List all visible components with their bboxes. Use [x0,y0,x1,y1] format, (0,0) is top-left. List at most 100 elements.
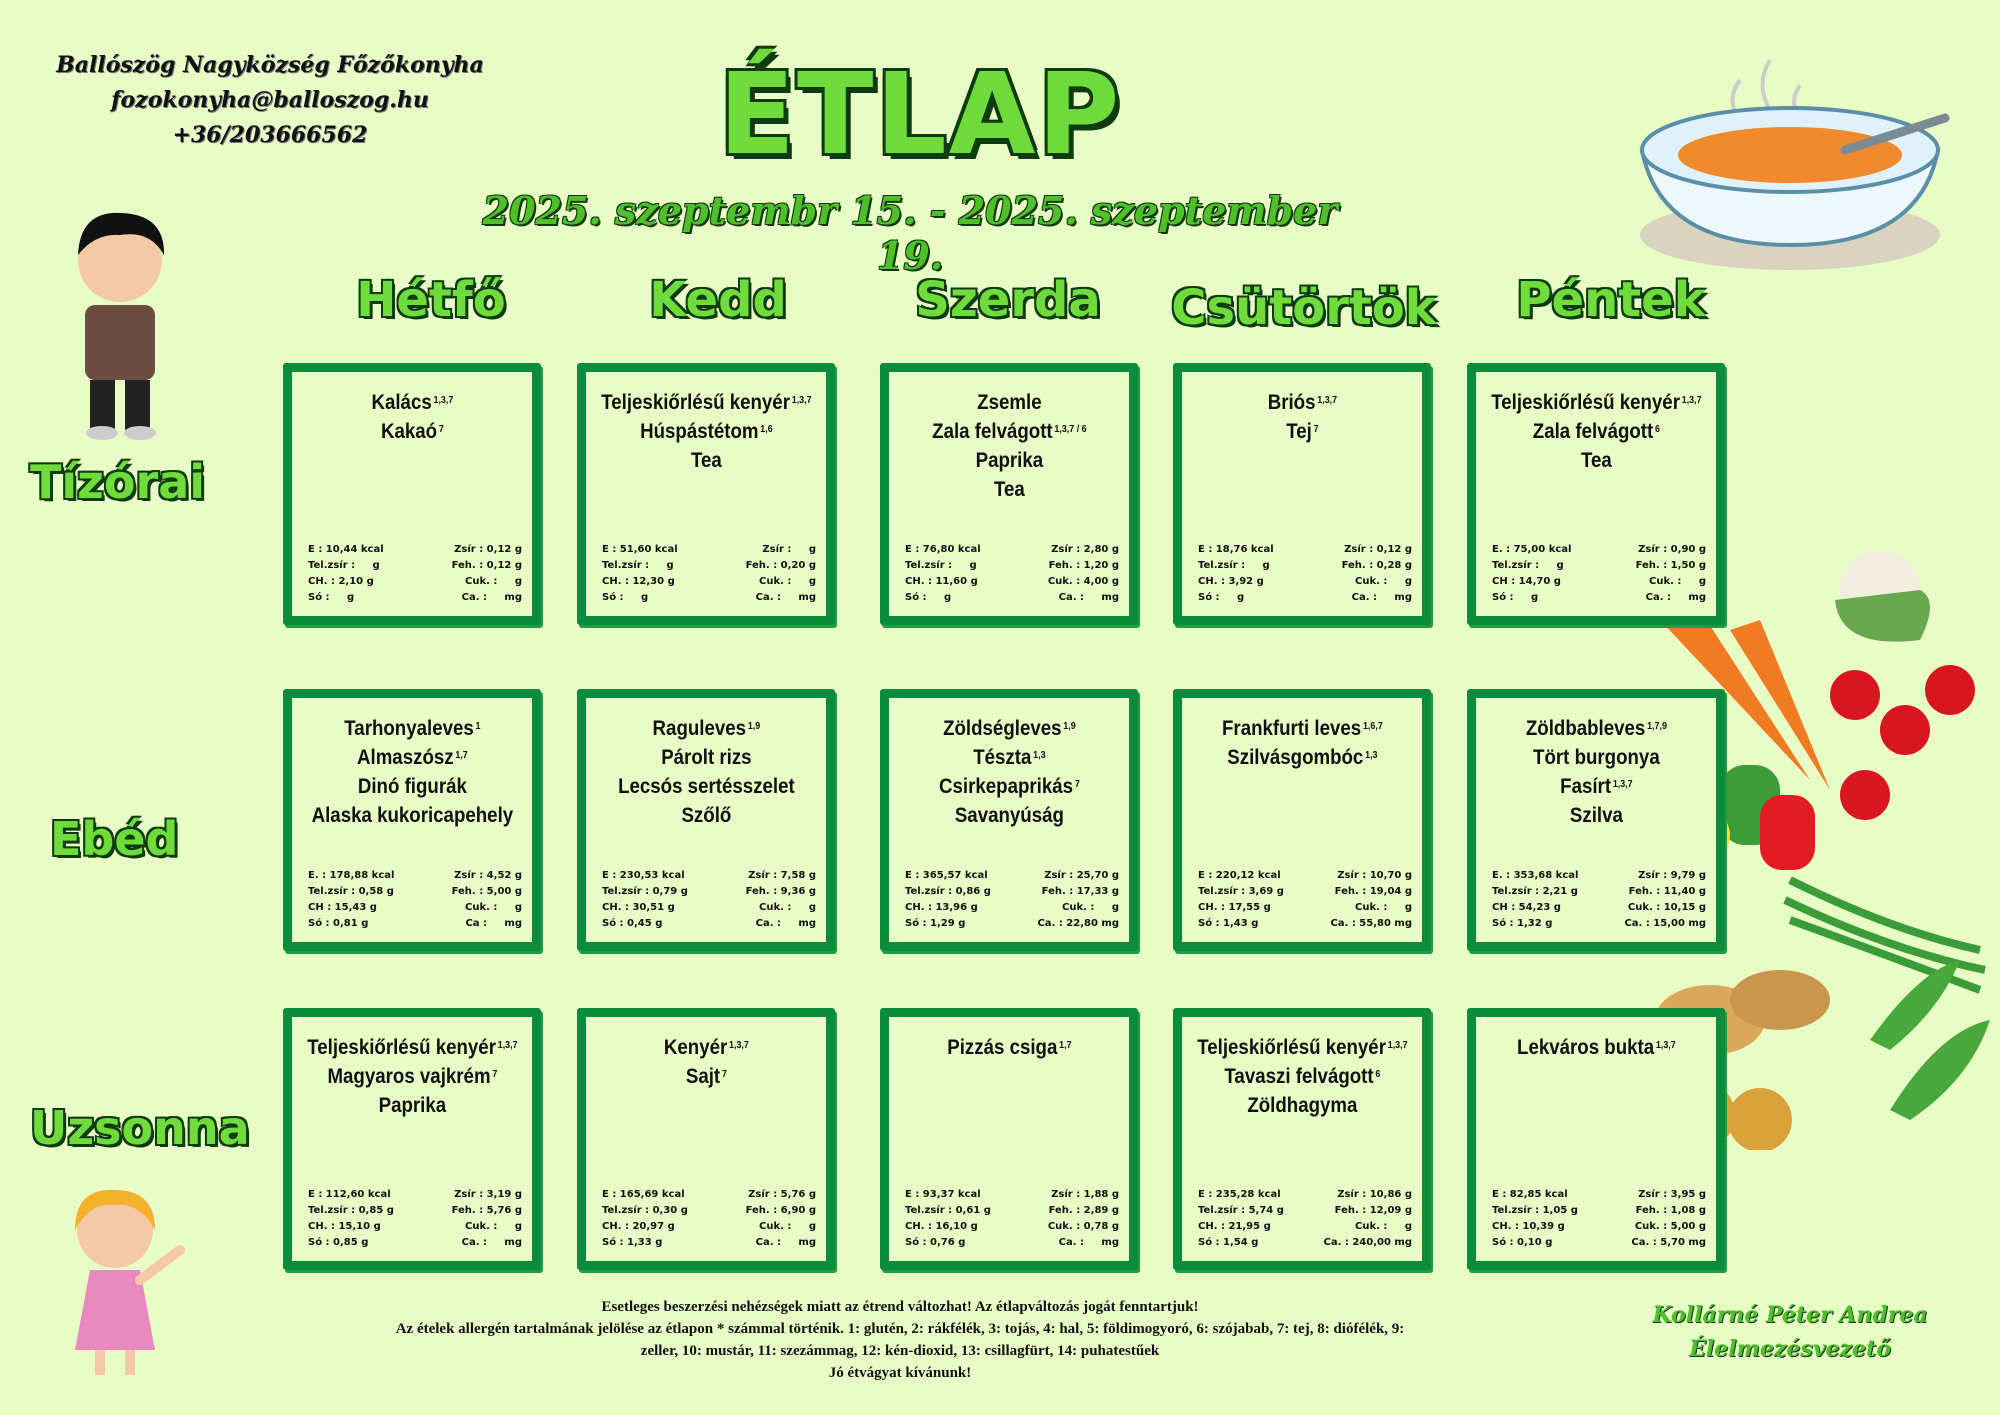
org-phone: +36/203666562 [172,122,368,148]
nutrition-value: Ca. : mg [755,592,816,603]
nutrition-value: Feh. : 9,36 g [745,886,816,897]
nutrition-value: Zsír : 3,95 g [1638,1189,1706,1200]
dish-name: Tészta [972,746,1031,769]
nutrition-value: Só : g [905,592,952,603]
allergen-codes: 7 [1313,424,1319,435]
nutrition-value: Tel.zsír : 5,74 g [1198,1205,1284,1216]
menu-item: Paprika [889,446,1128,475]
nutrition-value: Feh. : 11,40 g [1628,886,1706,897]
dish-name: Alaska kukoricapehely [311,804,513,827]
menu-card: Kalács 1,3,7 Kakaó 7 E : 10,44 kcal Zsír : 0,… [283,363,541,625]
menu-items: Teljeskiőrlésű kenyér 1,3,7 Zala felvágott… [1476,388,1715,475]
menu-items: Kenyér 1,3,7 Sajt 7 [586,1033,825,1091]
nutrition-info: E : 76,80 kcal Zsír : 2,80 g Tel.zsír : g F… [905,542,1119,606]
nutrition-value: Feh. : 5,76 g [451,1205,522,1216]
dish-name: Briós [1267,391,1316,414]
menu-card: Teljeskiőrlésű kenyér 1,3,7 Magyaros vajkr… [283,1008,541,1270]
nutrition-value: Feh. : 6,90 g [745,1205,816,1216]
nutrition-value: Ca. : 5,70 mg [1631,1237,1706,1248]
allergen-codes: 1,7 [1058,1040,1072,1051]
allergen-codes: 1,7,9 [1646,721,1667,732]
nutrition-value: Só : 0,45 g [602,918,663,929]
org-email: fozokonyha@balloszog.hu [111,87,429,113]
menu-card: Teljeskiőrlésű kenyér 1,3,7 Tavaszi felvág… [1173,1008,1431,1270]
dish-name: Zöldbableves [1525,717,1645,740]
dish-name: Almaszósz [356,746,454,769]
menu-card: Kenyér 1,3,7 Sajt 7 E : 165,69 kcal Zsír : 5,… [577,1008,835,1270]
nutrition-value: Cuk. : g [465,576,522,587]
nutrition-value: Zsír : g [762,544,816,555]
menu-item: Kakaó 7 [292,417,531,446]
menu-item: Kenyér 1,3,7 [586,1033,825,1062]
nutrition-value: Cuk. : g [1355,902,1412,913]
dish-name: Fasírt [1559,775,1611,798]
nutrition-value: Zsír : 9,79 g [1638,870,1706,881]
nutrition-value: Só : 1,29 g [905,918,966,929]
nutrition-value: Tel.zsír : g [308,560,380,571]
nutrition-info: E : 235,28 kcal Zsír : 10,86 g Tel.zsír : … [1198,1187,1412,1251]
nutrition-value: E : 18,76 kcal [1198,544,1274,555]
nutrition-value: Zsír : 10,70 g [1337,870,1412,881]
nutrition-value: Só : 1,43 g [1198,918,1259,929]
nutrition-value: E. : 353,68 kcal [1492,870,1579,881]
nutrition-value: Ca. : 22,80 mg [1037,918,1119,929]
nutrition-value: Ca. : mg [1645,592,1706,603]
nutrition-value: E : 230,53 kcal [602,870,685,881]
menu-items: Kalács 1,3,7 Kakaó 7 [292,388,531,446]
menu-items: Lekváros bukta 1,3,7 [1476,1033,1715,1062]
nutrition-value: E : 165,69 kcal [602,1189,685,1200]
menu-item: Tej 7 [1182,417,1421,446]
nutrition-value: Feh. : 12,09 g [1334,1205,1412,1216]
dish-name: Zala felvágott [931,420,1053,443]
nutrition-value: E. : 75,00 kcal [1492,544,1572,555]
nutrition-value: Cuk. : g [465,1221,522,1232]
day-header-monday: Hétfő [356,272,506,328]
nutrition-value: CH. : 11,60 g [905,576,978,587]
nutrition-value: Cuk. : 10,15 g [1627,902,1706,913]
menu-items: Teljeskiőrlésű kenyér 1,3,7 Magyaros vajkr… [292,1033,531,1120]
signature: Kollárné Péter Andrea Élelmezésvezető [1640,1298,1940,1366]
menu-items: Zsemle Zala felvágott 1,3,7 / 6 Paprika Tea [889,388,1128,504]
nutrition-value: Só : g [1198,592,1245,603]
dish-name: Teljeskiőrlésű kenyér [306,1036,496,1059]
dish-name: Kakaó [380,420,437,443]
menu-item: Párolt rizs [586,743,825,772]
day-header-tuesday: Kedd [649,272,787,328]
menu-card: Zsemle Zala felvágott 1,3,7 / 6 Paprika Tea E… [880,363,1138,625]
nutrition-value: CH. : 10,39 g [1492,1221,1565,1232]
menu-item: Fasírt 1,3,7 [1476,772,1715,801]
allergen-codes: 1,9 [747,721,760,732]
nutrition-value: Tel.zsír : 0,61 g [905,1205,991,1216]
menu-item: Zöldhagyma [1182,1091,1421,1120]
dish-name: Tej [1285,420,1312,443]
dish-name: Sajt [685,1065,720,1088]
nutrition-value: Feh. : 0,12 g [451,560,522,571]
allergen-codes: 1,3 [1364,750,1378,761]
nutrition-value: Só : g [308,592,355,603]
nutrition-value: Feh. : 2,89 g [1048,1205,1119,1216]
nutrition-value: Cuk. : g [759,576,816,587]
nutrition-value: Ca. : 55,80 mg [1330,918,1412,929]
nutrition-value: E : 10,44 kcal [308,544,384,555]
menu-item: Frankfurti leves 1,6,7 [1182,714,1421,743]
meal-label-ebed: Ebéd [50,812,179,866]
dish-name: Lekváros bukta [1516,1036,1654,1059]
nutrition-value: Zsír : 7,58 g [748,870,816,881]
meal-label-tizorai: Tízórai [30,455,206,509]
menu-item: Zöldségleves 1,9 [889,714,1128,743]
dish-name: Tarhonyaleves [343,717,474,740]
nutrition-info: E : 18,76 kcal Zsír : 0,12 g Tel.zsír : g F… [1198,542,1412,606]
menu-item: Lecsós sertésszelet [586,772,825,801]
nutrition-info: E : 365,57 kcal Zsír : 25,70 g Tel.zsír : … [905,868,1119,932]
menu-card: Zöldbableves 1,7,9 Tört burgonya Fasírt 1,3,… [1467,689,1725,951]
nutrition-value: E : 220,12 kcal [1198,870,1281,881]
nutrition-value: CH. : 15,10 g [308,1221,381,1232]
menu-item: Teljeskiőrlésű kenyér 1,3,7 [586,388,825,417]
menu-item: Zala felvágott 6 [1476,417,1715,446]
dish-name: Magyaros vajkrém [327,1065,491,1088]
nutrition-info: E : 93,37 kcal Zsír : 1,88 g Tel.zsír : 0,… [905,1187,1119,1251]
nutrition-value: CH. : 2,10 g [308,576,374,587]
nutrition-value: Só : g [602,592,649,603]
dish-name: Húspástétom [639,420,759,443]
nutrition-value: Feh. : 1,08 g [1635,1205,1706,1216]
